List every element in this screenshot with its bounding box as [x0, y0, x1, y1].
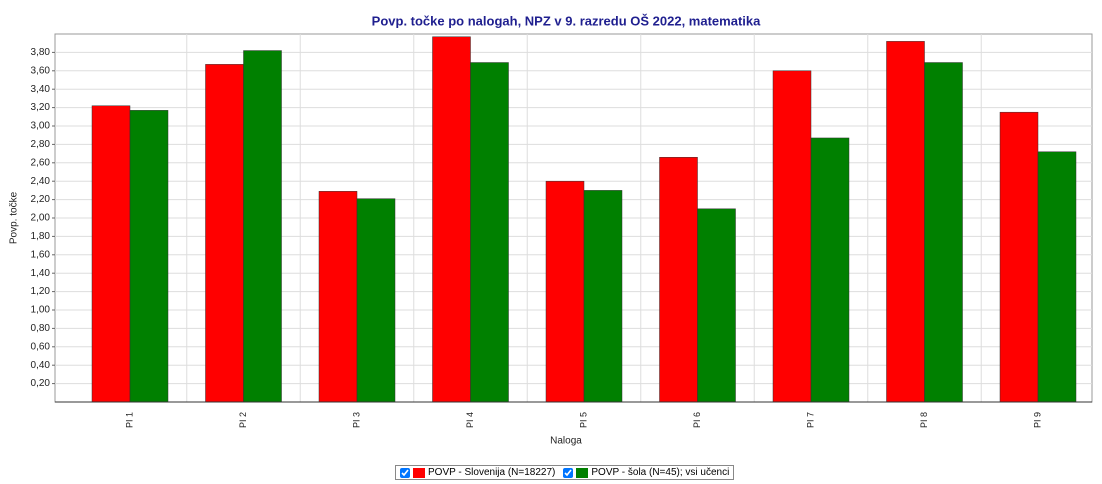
bar [772, 70, 812, 403]
legend-checkbox[interactable] [563, 467, 574, 478]
y-tick-label: 0,60 [31, 341, 51, 352]
y-tick-label: 1,40 [31, 268, 51, 279]
bar [1037, 151, 1077, 403]
bar [999, 111, 1039, 403]
legend-checkbox[interactable] [400, 467, 410, 478]
bar [318, 191, 358, 403]
x-axis-title: Naloga [550, 436, 582, 447]
y-tick-label: 3,20 [31, 102, 51, 113]
x-tick-label: PI 6 [692, 412, 702, 428]
x-tick-label: PI 9 [1032, 412, 1042, 428]
x-tick-label: PI 2 [238, 412, 248, 428]
bar [432, 36, 471, 403]
x-tick-label: PI 3 [351, 412, 361, 428]
bar [129, 110, 169, 403]
y-tick-label: 0,20 [31, 378, 51, 389]
chart-title: Povp. točke po nalogah, NPZ v 9. razredu… [372, 13, 761, 28]
bar [583, 190, 623, 403]
x-tick-label: PI 1 [124, 412, 134, 428]
legend-item[interactable]: POVP - šola (N=45); vsi učenci [563, 467, 729, 478]
y-tick-label: 1,60 [31, 249, 51, 260]
y-tick-label: 0,40 [31, 360, 51, 371]
bar [91, 105, 131, 403]
legend: POVP - Slovenija (N=18227) POVP - šola (N… [395, 465, 735, 480]
y-axis-title: Povp. točke [9, 191, 20, 244]
x-tick-label: PI 8 [919, 412, 929, 428]
bar [886, 41, 925, 403]
y-tick-label: 3,00 [31, 121, 51, 132]
y-tick-label: 2,40 [31, 176, 51, 187]
bar [356, 198, 396, 403]
bar [810, 137, 850, 403]
y-tick-label: 2,20 [31, 194, 51, 205]
bar [545, 180, 585, 403]
bar [470, 62, 509, 403]
bar [205, 64, 244, 403]
x-tick-label: PI 5 [578, 412, 588, 428]
y-tick-label: 2,80 [31, 139, 51, 150]
chart: Povp. točke po nalogah, NPZ v 9. razredu… [9, 13, 1093, 447]
legend-swatch [576, 467, 589, 478]
legend-label: POVP - šola (N=45); vsi učenci [591, 467, 730, 478]
y-tick-label: 3,80 [31, 47, 51, 58]
y-tick-label: 1,00 [31, 305, 51, 316]
x-tick-label: PI 7 [805, 412, 815, 428]
bar [697, 208, 736, 403]
x-tick-label: PI 4 [465, 412, 475, 428]
legend-swatch [413, 467, 425, 478]
bar [659, 157, 698, 403]
y-tick-label: 3,40 [31, 84, 51, 95]
y-tick-label: 2,00 [31, 213, 51, 224]
bar [243, 50, 282, 403]
y-tick-label: 3,60 [31, 65, 51, 76]
bar [924, 62, 963, 403]
y-tick-label: 1,80 [31, 231, 51, 242]
y-tick-label: 1,20 [31, 286, 51, 297]
legend-label: POVP - Slovenija (N=18227) [428, 467, 556, 478]
y-tick-label: 0,80 [31, 323, 51, 334]
legend-item[interactable]: POVP - Slovenija (N=18227) [400, 467, 555, 478]
y-tick-label: 2,60 [31, 157, 51, 168]
